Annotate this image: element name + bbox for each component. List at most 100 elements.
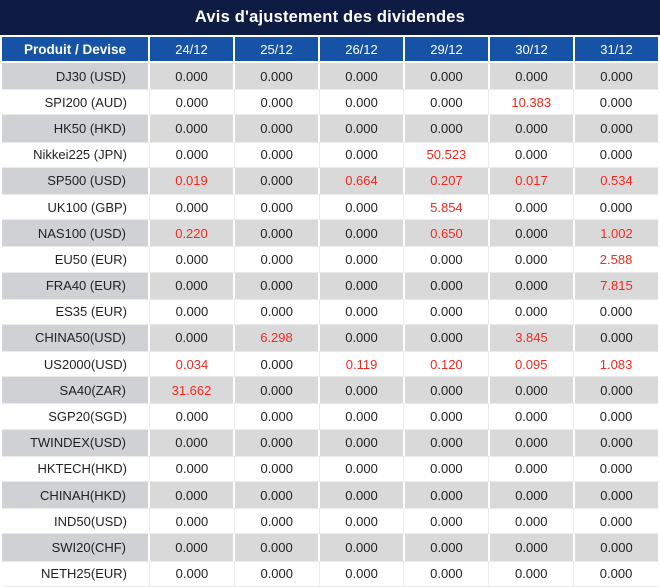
value-cell: 0.000 [234, 508, 320, 535]
value-cell: 0.000 [405, 482, 490, 509]
value-cell: 0.000 [489, 141, 575, 168]
value-cell: 0.000 [150, 508, 235, 535]
value-cell: 0.119 [319, 351, 405, 378]
value-cell: 0.000 [490, 115, 575, 142]
value-cell: 0.000 [575, 377, 658, 404]
table-row: EU50 (EUR) 0.000 0.000 0.000 0.000 0.000 2.588 [0, 246, 660, 273]
product-cell: NAS100 (USD) [2, 220, 150, 247]
value-cell: 0.000 [320, 63, 405, 90]
value-cell: 0.000 [405, 534, 490, 561]
table-row: NAS100 (USD) 0.220 0.000 0.000 0.650 0.000 1.0… [0, 220, 660, 247]
value-cell: 0.220 [150, 220, 235, 247]
value-cell: 0.000 [404, 298, 490, 325]
value-cell: 0.000 [150, 193, 235, 221]
value-cell: 0.000 [319, 246, 405, 273]
value-cell: 0.000 [150, 403, 235, 430]
value-cell: 0.000 [574, 455, 658, 482]
value-cell: 3.845 [490, 324, 575, 352]
date-header-2: 26/12 [320, 37, 405, 61]
value-cell: 0.120 [404, 351, 490, 378]
product-cell: EU50 (EUR) [2, 246, 150, 273]
table-row: NETH25(EUR) 0.000 0.000 0.000 0.000 0.000 0.00… [0, 560, 660, 587]
value-cell: 0.000 [150, 141, 235, 168]
value-cell: 0.000 [404, 246, 490, 273]
date-header-4: 30/12 [490, 37, 575, 61]
value-cell: 6.298 [235, 324, 320, 352]
product-cell: FRA40 (EUR) [2, 272, 150, 299]
value-cell: 0.000 [490, 220, 575, 247]
value-cell: 0.000 [150, 298, 235, 325]
value-cell: 0.000 [574, 298, 658, 325]
table-row: CHINA50(USD) 0.000 6.298 0.000 0.000 3.845 0.0… [0, 324, 660, 352]
table-row: HKTECH(HKD) 0.000 0.000 0.000 0.000 0.000 0.00… [0, 455, 660, 482]
value-cell: 0.664 [320, 167, 405, 194]
value-cell: 0.000 [150, 63, 235, 90]
product-cell: US2000(USD) [2, 351, 150, 378]
table-row: DJ30 (USD) 0.000 0.000 0.000 0.000 0.000 0.000 [0, 63, 660, 90]
value-cell: 0.000 [405, 115, 490, 142]
value-cell: 0.000 [150, 115, 235, 142]
header-row: Produit / Devise 24/12 25/12 26/12 29/12 30/… [0, 37, 660, 61]
product-cell: SA40(ZAR) [2, 377, 150, 404]
product-cell: IND50(USD) [2, 508, 150, 535]
product-cell: SWI20(CHF) [2, 534, 150, 561]
value-cell: 0.000 [234, 246, 320, 273]
date-header-1: 25/12 [235, 37, 320, 61]
value-cell: 0.000 [150, 560, 235, 587]
value-cell: 0.000 [575, 115, 658, 142]
value-cell: 0.000 [489, 508, 575, 535]
title-bar: Avis d'ajustement des dividendes [0, 0, 660, 35]
value-cell: 0.000 [234, 403, 320, 430]
value-cell: 1.002 [575, 220, 658, 247]
value-cell: 0.650 [405, 220, 490, 247]
value-cell: 0.000 [150, 272, 235, 299]
date-header-0: 24/12 [150, 37, 235, 61]
product-column-header: Produit / Devise [2, 37, 150, 61]
table-body: DJ30 (USD) 0.000 0.000 0.000 0.000 0.000 0.000… [0, 63, 660, 587]
value-cell: 7.815 [575, 272, 658, 299]
table-row: SP500 (USD) 0.019 0.000 0.664 0.207 0.017 0.53… [0, 167, 660, 194]
value-cell: 0.000 [574, 508, 658, 535]
value-cell: 0.000 [489, 403, 575, 430]
value-cell: 0.000 [489, 246, 575, 273]
product-cell: SGP20(SGD) [2, 403, 150, 430]
value-cell: 0.000 [234, 193, 320, 221]
value-cell: 0.000 [489, 455, 575, 482]
page-title: Avis d'ajustement des dividendes [194, 8, 466, 26]
table-row: Nikkei225 (JPN) 0.000 0.000 0.000 50.523 0.00… [0, 141, 660, 168]
value-cell: 0.000 [490, 482, 575, 509]
table-row: IND50(USD) 0.000 0.000 0.000 0.000 0.000 0.000 [0, 508, 660, 535]
table-row: SA40(ZAR) 31.662 0.000 0.000 0.000 0.000 0.000 [0, 377, 660, 404]
product-cell: HK50 (HKD) [2, 115, 150, 142]
value-cell: 0.000 [574, 560, 658, 587]
value-cell: 5.854 [404, 193, 490, 221]
value-cell: 0.000 [234, 351, 320, 378]
value-cell: 0.000 [405, 324, 490, 352]
value-cell: 0.000 [489, 560, 575, 587]
value-cell: 10.383 [489, 89, 575, 116]
value-cell: 0.207 [405, 167, 490, 194]
table-row: SWI20(CHF) 0.000 0.000 0.000 0.000 0.000 0.000 [0, 534, 660, 561]
product-cell: CHINA50(USD) [2, 324, 150, 352]
value-cell: 0.000 [575, 324, 658, 352]
value-cell: 0.000 [404, 508, 490, 535]
table-row: ES35 (EUR) 0.000 0.000 0.000 0.000 0.000 0.000 [0, 298, 660, 325]
value-cell: 0.000 [320, 482, 405, 509]
table-row: US2000(USD) 0.034 0.000 0.119 0.120 0.095 1.08… [0, 351, 660, 378]
value-cell: 0.000 [319, 455, 405, 482]
value-cell: 0.000 [150, 534, 235, 561]
value-cell: 0.000 [319, 298, 405, 325]
value-cell: 0.000 [405, 272, 490, 299]
value-cell: 0.000 [489, 193, 575, 221]
value-cell: 0.000 [319, 141, 405, 168]
value-cell: 0.000 [235, 482, 320, 509]
value-cell: 0.000 [404, 89, 490, 116]
value-cell: 0.000 [235, 220, 320, 247]
date-header-3: 29/12 [405, 37, 490, 61]
product-cell: TWINDEX(USD) [2, 429, 150, 456]
value-cell: 0.000 [234, 141, 320, 168]
value-cell: 0.000 [150, 324, 235, 352]
value-cell: 0.534 [575, 167, 658, 194]
value-cell: 0.000 [404, 455, 490, 482]
value-cell: 0.017 [490, 167, 575, 194]
